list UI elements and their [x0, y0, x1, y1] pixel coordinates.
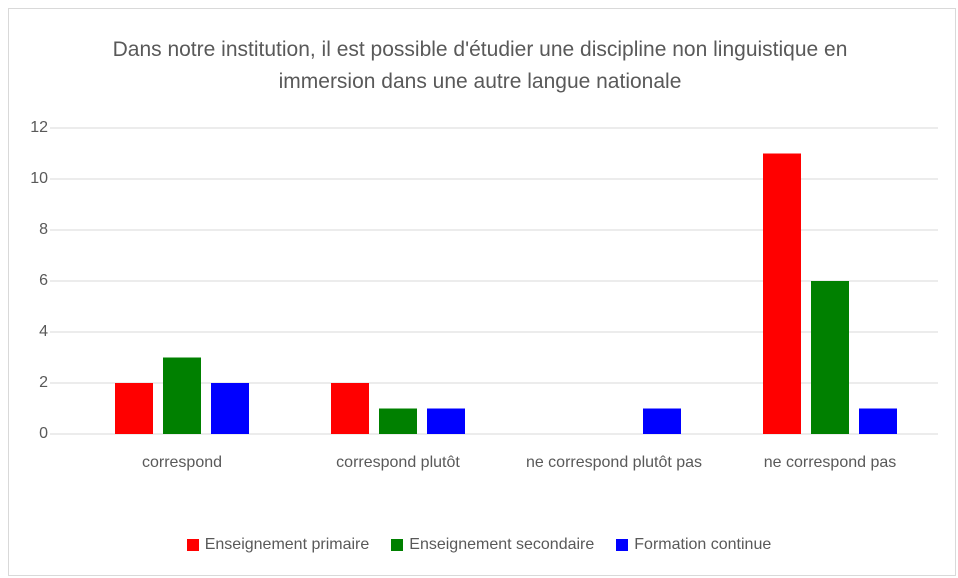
y-tick-label: 2 — [39, 374, 48, 391]
legend-swatch — [391, 539, 404, 551]
x-tick-label: correspond plutôt — [336, 454, 460, 471]
y-tick-label: 0 — [39, 425, 48, 442]
legend-item: Enseignement secondaire — [391, 536, 594, 554]
x-tick-label: correspond — [141, 454, 223, 471]
bar — [115, 383, 153, 434]
bar — [859, 408, 897, 434]
x-tick-label: ne correspond plutôt pas — [525, 454, 703, 471]
legend-swatch — [186, 539, 199, 551]
bar — [811, 281, 849, 434]
bar — [331, 383, 369, 434]
y-tick-label: 10 — [30, 170, 48, 187]
bar — [211, 383, 249, 434]
bar — [763, 153, 801, 434]
chart-border — [8, 8, 956, 576]
bar — [163, 357, 201, 434]
x-tick-label: ne correspond pas — [763, 454, 897, 471]
legend-label: Formation continue — [634, 536, 772, 553]
bar — [427, 408, 465, 434]
bar — [379, 408, 417, 434]
bar — [643, 408, 681, 434]
legend-label: Enseignement secondaire — [409, 536, 595, 553]
legend-swatch — [616, 539, 629, 551]
legend: Enseignement primaire Enseignement second… — [0, 536, 958, 554]
legend-item: Enseignement primaire — [186, 536, 370, 554]
y-tick-label: 6 — [39, 272, 48, 289]
legend-item: Formation continue — [616, 536, 771, 554]
y-tick-label: 4 — [39, 323, 48, 340]
legend-label: Enseignement primaire — [204, 536, 370, 553]
y-tick-label: 8 — [39, 221, 48, 238]
y-tick-label: 12 — [30, 119, 48, 136]
chart-title: Dans notre institution, il est possible … — [112, 38, 848, 93]
